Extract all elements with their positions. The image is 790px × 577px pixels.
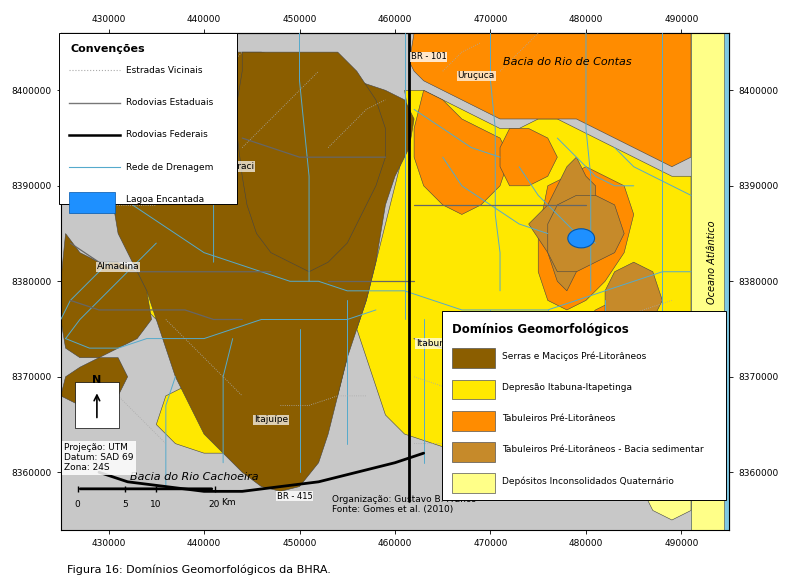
Text: Uruçuca: Uruçuca [457, 72, 495, 81]
Text: Organização: Gustavo B. Franco
Fonte: Gomes et al. (2010): Organização: Gustavo B. Franco Fonte: Go… [332, 495, 476, 514]
Polygon shape [357, 91, 691, 492]
Polygon shape [137, 215, 233, 339]
Text: Km: Km [221, 498, 236, 507]
Polygon shape [691, 33, 724, 530]
FancyBboxPatch shape [442, 311, 726, 500]
Polygon shape [103, 52, 414, 492]
FancyBboxPatch shape [452, 474, 495, 493]
Ellipse shape [568, 228, 595, 248]
Text: N: N [92, 374, 102, 384]
Polygon shape [500, 129, 557, 186]
Polygon shape [156, 320, 348, 453]
Polygon shape [547, 196, 624, 272]
Polygon shape [409, 33, 691, 167]
Polygon shape [643, 463, 691, 520]
Text: Tabuleiros Pré-Litorâneos: Tabuleiros Pré-Litorâneos [502, 414, 615, 423]
Text: Convenções: Convenções [71, 44, 145, 54]
Text: Depósitos Inconsolidados Quaternário: Depósitos Inconsolidados Quaternário [502, 476, 674, 486]
Text: Lagoa Encantada: Lagoa Encantada [126, 195, 205, 204]
Text: BR - 101: BR - 101 [411, 53, 446, 61]
Text: Domínios Geomorfológicos: Domínios Geomorfológicos [452, 324, 629, 336]
Text: 5: 5 [122, 500, 128, 509]
Text: Rede de Drenagem: Rede de Drenagem [126, 163, 213, 171]
Polygon shape [538, 167, 634, 310]
Polygon shape [61, 234, 152, 358]
Text: Bacia do Rio Cachoeira: Bacia do Rio Cachoeira [130, 472, 259, 482]
Polygon shape [529, 157, 596, 291]
Text: Depresão Itabuna-Itapetinga: Depresão Itabuna-Itapetinga [502, 383, 632, 392]
Polygon shape [238, 52, 386, 272]
Text: Estradas Vicinais: Estradas Vicinais [126, 66, 203, 75]
FancyBboxPatch shape [452, 442, 495, 462]
Text: Serras e Maciços Pré-Litorâneos: Serras e Maciços Pré-Litorâneos [502, 351, 646, 361]
Polygon shape [414, 91, 510, 215]
Text: Ilhéus: Ilhéus [615, 363, 642, 372]
Text: BR - 415: BR - 415 [276, 492, 313, 501]
Text: Oceano Atlântico: Oceano Atlântico [707, 220, 717, 304]
Text: Almadina: Almadina [97, 263, 139, 271]
Text: Rodovias Federais: Rodovias Federais [126, 130, 208, 139]
Text: Coaraci: Coaraci [220, 162, 254, 171]
FancyBboxPatch shape [59, 33, 236, 204]
FancyBboxPatch shape [452, 380, 495, 399]
Text: Tabuleiros Pré-Litorâneos - Bacia sedimentar: Tabuleiros Pré-Litorâneos - Bacia sedime… [502, 445, 704, 454]
Text: Itabuna: Itabuna [416, 339, 450, 348]
Text: Itajuípe: Itajuípe [254, 415, 288, 424]
FancyBboxPatch shape [452, 349, 495, 368]
Text: 10: 10 [150, 500, 161, 509]
Text: 20: 20 [209, 500, 220, 509]
FancyBboxPatch shape [75, 382, 119, 428]
Polygon shape [605, 387, 691, 472]
Polygon shape [691, 33, 734, 530]
Text: Rodovias Estaduais: Rodovias Estaduais [126, 98, 213, 107]
Text: 0: 0 [74, 500, 81, 509]
Text: Projeção: UTM
Datum: SAD 69
Zona: 24S: Projeção: UTM Datum: SAD 69 Zona: 24S [64, 443, 134, 473]
FancyBboxPatch shape [452, 411, 495, 431]
Text: Figura 16: Domínios Geomorfológicos da BHRA.: Figura 16: Domínios Geomorfológicos da B… [67, 564, 331, 575]
Text: Bacia do Rio de Contas: Bacia do Rio de Contas [502, 57, 631, 67]
Polygon shape [605, 262, 662, 339]
Polygon shape [61, 358, 128, 406]
FancyBboxPatch shape [70, 192, 115, 213]
Polygon shape [577, 301, 643, 358]
